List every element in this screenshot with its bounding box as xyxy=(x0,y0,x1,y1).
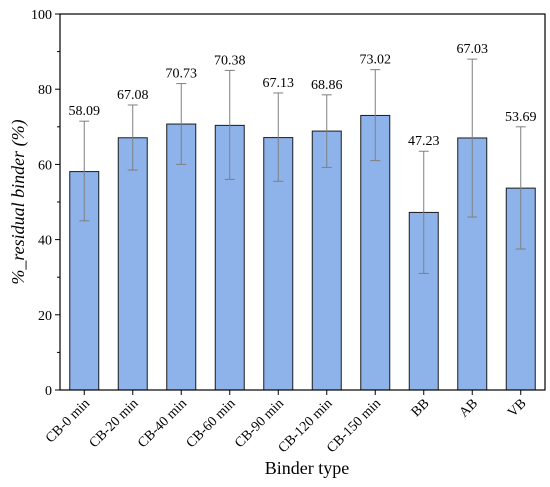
data-label: 67.03 xyxy=(457,42,489,57)
data-label: 53.69 xyxy=(505,110,537,125)
x-axis-title: Binder type xyxy=(265,458,349,478)
data-label: 70.73 xyxy=(166,67,198,82)
data-label: 47.23 xyxy=(408,134,440,149)
y-tick-label: 60 xyxy=(38,158,52,173)
y-tick-label: 0 xyxy=(45,384,52,399)
y-tick-label: 100 xyxy=(31,8,52,23)
y-tick-label: 20 xyxy=(38,309,52,324)
y-tick-label: 80 xyxy=(38,83,52,98)
data-label: 68.86 xyxy=(311,78,343,93)
x-tick-label: CB-40 min xyxy=(135,396,190,451)
x-tick-label: CB-20 min xyxy=(87,396,142,451)
x-tick-label: VB xyxy=(505,396,529,420)
bar xyxy=(117,137,148,391)
data-label: 70.38 xyxy=(214,53,246,68)
x-tick-label: CB-60 min xyxy=(184,396,239,451)
plot-area: 58.09 CB-0 min 67.08 CB-20 min 70.73 CB-40 mi… xyxy=(31,8,546,456)
x-tick-label: CB-0 min xyxy=(43,396,93,446)
x-tick-label: AB xyxy=(457,396,481,420)
bar xyxy=(360,114,391,391)
plot-frame xyxy=(59,13,546,391)
x-tick-label: BB xyxy=(409,396,433,420)
data-label: 58.09 xyxy=(69,104,101,119)
data-label: 67.13 xyxy=(263,76,295,91)
data-label: 73.02 xyxy=(360,53,392,68)
data-label: 67.08 xyxy=(117,88,149,103)
y-tick-label: 40 xyxy=(38,234,52,249)
y-axis-title: %_residual binder (%) xyxy=(8,119,29,284)
bar xyxy=(311,130,342,391)
